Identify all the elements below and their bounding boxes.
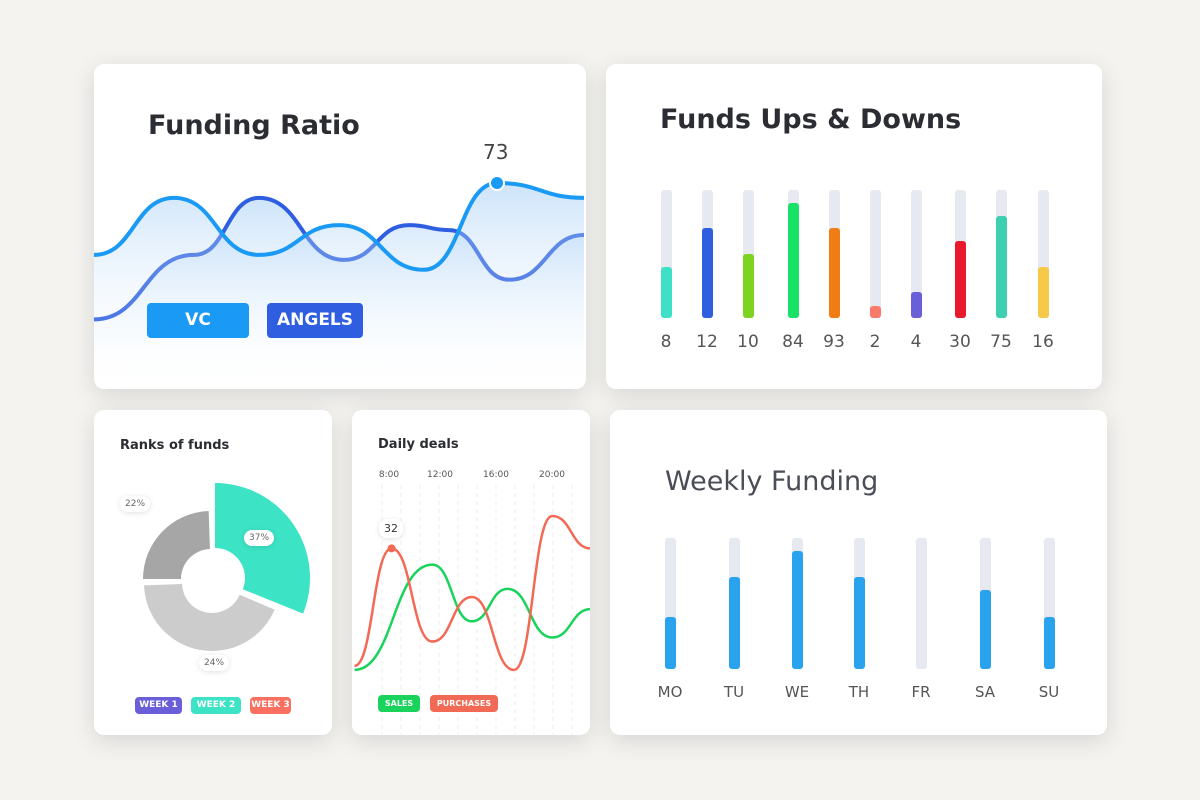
bar-track [869,190,881,318]
slice-week-1 [143,511,210,579]
bar-label: TU [723,683,745,701]
slice-label: 37% [244,530,275,546]
bar-label: 84 [782,332,804,352]
bar-fill [787,202,799,318]
slice-label: 22% [120,496,151,512]
funds-ups-downs-card: Funds Ups & Downs 8 12 10 84 93 2 4 30 75 16 [606,64,1102,389]
series-area [94,182,584,389]
bar-track [742,190,754,318]
bar-label: 16 [1032,332,1054,352]
x-tick: 12:00 [427,470,453,480]
slice-label: 24% [199,655,230,671]
bar-label: TH [848,683,870,701]
bar-track [954,190,966,318]
card-title: Daily deals [378,437,459,452]
highlight-value: 32 [379,519,403,538]
bar-track [791,538,803,669]
bar-label: FR [911,683,931,701]
bar-fill [979,590,991,669]
daily-deals-card: Daily deals 8:00 12:00 16:00 20:00 32 SA… [352,410,590,735]
bar-track [728,538,740,669]
bar-label: 93 [823,332,845,352]
bar-label: SA [974,683,996,701]
bar-fill [1037,266,1049,318]
bar-fill [701,228,713,318]
bar-fill [664,616,676,669]
slice-week-3 [144,584,275,651]
bar-track [660,190,672,318]
bar-label: SU [1038,683,1060,701]
bar-track [787,190,799,318]
bar-track [915,538,927,669]
funding-ratio-card: Funding Ratio 73 VC ANGELS [94,64,586,389]
bar-track [979,538,991,669]
weekly-funding-card: Weekly Funding MO TU WE TH FR SA SU [610,410,1107,735]
card-title: Funding Ratio [148,110,360,141]
bar-track [1043,538,1055,669]
card-title: Ranks of funds [120,438,230,453]
bar-track [853,538,865,669]
angels-legend-button[interactable]: ANGELS [267,303,363,338]
card-title: Weekly Funding [665,466,879,497]
bar-fill [728,577,740,669]
bar-fill [995,215,1007,318]
bar-track [828,190,840,318]
bar-fill [1043,616,1055,669]
ranks-of-funds-card: Ranks of funds 22% 37% 24% WEEK 1 WEEK 2… [94,410,332,735]
card-title: Funds Ups & Downs [660,104,962,135]
x-tick: 16:00 [483,470,509,480]
daily-deals-chart [354,485,590,735]
legend-week-2[interactable]: WEEK 2 [191,697,241,714]
legend-sales[interactable]: SALES [378,695,420,712]
legend-week-3[interactable]: WEEK 3 [250,697,291,714]
bar-fill [742,254,754,318]
bar-fill [828,228,840,318]
bar-label: WE [784,683,810,701]
bar-label: 4 [910,332,922,352]
bar-fill [910,292,922,318]
bar-label: 30 [949,332,971,352]
bar-label: 12 [696,332,718,352]
bar-track [995,190,1007,318]
series-line-purchases [354,514,590,672]
bar-label: 10 [737,332,759,352]
bar-track [1037,190,1049,318]
bar-fill [869,306,881,318]
bar-label: MO [657,683,683,701]
series-line-sales [354,563,590,672]
highlight-point [489,174,505,191]
slice-week-2 [215,483,310,614]
highlight-point [387,544,396,553]
legend-week-1[interactable]: WEEK 1 [135,697,182,714]
highlight-value: 73 [483,140,509,164]
vc-legend-button[interactable]: VC [147,303,249,338]
legend-purchases[interactable]: PURCHASES [430,695,498,712]
bar-fill [954,241,966,318]
x-tick: 20:00 [539,470,565,480]
x-tick: 8:00 [378,470,400,480]
bar-label: 2 [869,332,881,352]
bar-track [664,538,676,669]
bar-label: 8 [660,332,672,352]
bar-fill [791,551,803,669]
bar-track [910,190,922,318]
donut-chart [143,483,310,651]
bar-track [701,190,713,318]
bar-fill [853,577,865,669]
bar-label: 75 [990,332,1012,352]
bar-fill [660,266,672,318]
